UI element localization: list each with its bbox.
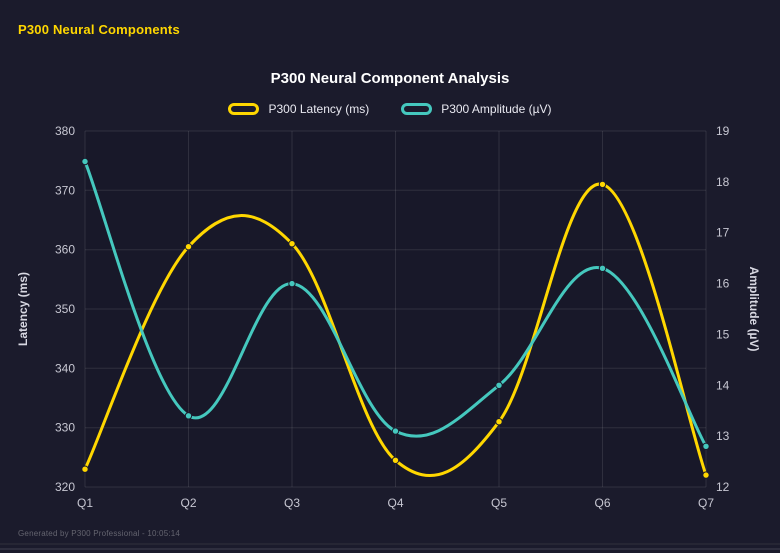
svg-text:370: 370 — [55, 183, 75, 197]
app-title: P300 Neural Components — [18, 22, 180, 37]
chart-title: P300 Neural Component Analysis — [270, 70, 510, 87]
legend-item-amplitude[interactable]: P300 Amplitude (µV) — [401, 102, 552, 116]
window-grip-line — [0, 543, 780, 545]
svg-text:Q7: Q7 — [698, 496, 714, 510]
amplitude-line-swatch-icon — [401, 103, 433, 115]
latency-line-swatch-icon — [228, 103, 260, 115]
legend-label-latency: P300 Latency (ms) — [268, 102, 370, 116]
legend-label-amplitude: P300 Amplitude (µV) — [441, 102, 552, 116]
svg-text:14: 14 — [716, 378, 730, 392]
svg-text:19: 19 — [716, 124, 730, 138]
svg-text:17: 17 — [716, 226, 730, 240]
svg-text:320: 320 — [55, 480, 75, 494]
svg-text:12: 12 — [716, 480, 730, 494]
window-grip-line — [0, 548, 780, 550]
svg-text:15: 15 — [716, 327, 730, 341]
svg-text:18: 18 — [716, 175, 730, 189]
svg-text:350: 350 — [55, 302, 75, 316]
svg-text:Q5: Q5 — [491, 496, 507, 510]
svg-text:Amplitude (µV): Amplitude (µV) — [747, 267, 761, 352]
svg-text:Q6: Q6 — [594, 496, 610, 510]
svg-text:Latency (ms): Latency (ms) — [16, 272, 30, 346]
footer-status-text: Generated by P300 Professional - 10:05:1… — [18, 529, 181, 538]
svg-text:16: 16 — [716, 277, 730, 291]
svg-text:360: 360 — [55, 243, 75, 257]
chart-canvas[interactable]: 320 330 340 350 360 370 380 12 13 14 15 16 17 18 19 Q1 Q… — [0, 118, 780, 518]
svg-text:13: 13 — [716, 429, 730, 443]
legend-item-latency[interactable]: P300 Latency (ms) — [228, 102, 369, 116]
svg-text:Q3: Q3 — [284, 496, 300, 510]
svg-text:Q1: Q1 — [77, 496, 93, 510]
svg-text:340: 340 — [55, 361, 75, 375]
svg-text:330: 330 — [55, 421, 75, 435]
chart-legend: P300 Latency (ms) P300 Amplitude (µV) — [0, 102, 780, 116]
svg-text:Q2: Q2 — [180, 496, 196, 510]
svg-text:Q4: Q4 — [387, 496, 403, 510]
svg-text:380: 380 — [55, 124, 75, 138]
